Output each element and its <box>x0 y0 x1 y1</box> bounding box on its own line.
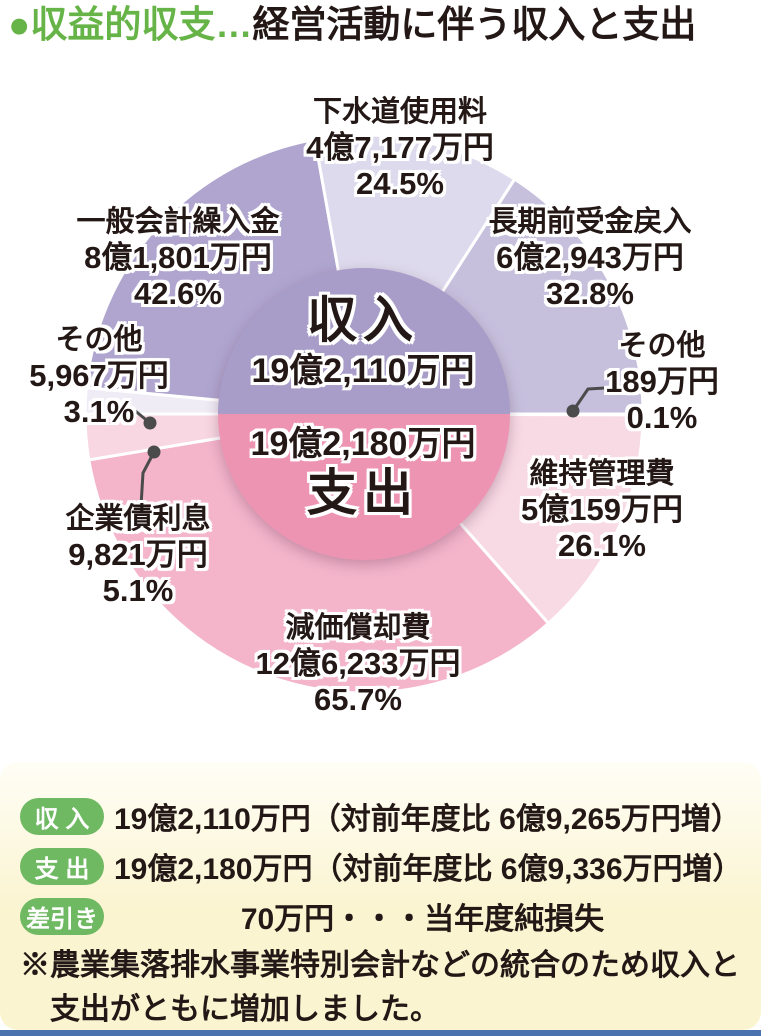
summary-note: ※農業集落排水事業特別会計などの統合のため収入と支出がともに増加しました。 <box>20 949 740 1026</box>
balance-row-text: 70万円・・・当年度純損失 <box>240 903 605 936</box>
segment-amount: 5,967万円 <box>29 357 169 393</box>
segment-percent: 24.5% <box>356 165 444 201</box>
label-long-term-deferred-revenue: 長期前受金戻入 6億2,943万円 32.8% <box>488 206 691 312</box>
income-row-text: 19億2,110万円（対前年度比 6億9,265万円増） <box>114 803 741 836</box>
expense-label: 支出 <box>307 465 419 522</box>
segment-name: その他 <box>55 324 143 356</box>
expense-total: 19億2,180万円 <box>250 424 476 463</box>
segment-amount: 189万円 <box>605 363 719 399</box>
segment-amount: 5億159万円 <box>521 491 683 527</box>
segment-name: 減価償却費 <box>285 612 431 644</box>
segment-amount: 9,821万円 <box>68 536 208 572</box>
label-depreciation-cost: 減価償却費 12億6,233万円 65.7% <box>255 612 460 718</box>
segment-amount: 12億6,233万円 <box>255 645 461 681</box>
segment-percent: 0.1% <box>626 399 698 435</box>
summary-row-balance: 差引き 70万円・・・当年度純損失 <box>20 894 741 938</box>
label-expense-other: その他 189万円 0.1% <box>605 330 719 436</box>
page-title: ●収益的収支…経営活動に伴う収入と支出 <box>8 4 696 47</box>
segment-percent: 3.1% <box>63 393 135 429</box>
expense-row-text: 19億2,180万円（対前年度比 6億9,336万円増） <box>114 853 743 886</box>
summary-row-expense: 支 出 19億2,180万円（対前年度比 6億9,336万円増） <box>20 844 743 888</box>
segment-amount: 8億1,801万円 <box>84 239 272 275</box>
segment-name: 下水道使用料 <box>312 96 488 128</box>
segment-amount: 6億2,943万円 <box>496 239 684 275</box>
expense-badge: 支 出 <box>20 847 104 885</box>
segment-name: 企業債利息 <box>65 503 211 535</box>
bottom-border-bar <box>0 1030 761 1036</box>
label-maintenance-cost: 維持管理費 5億159万円 26.1% <box>521 458 683 564</box>
summary-row-income: 収 入 19億2,110万円（対前年度比 6億9,265万円増） <box>20 794 741 838</box>
label-corporate-bond-interest: 企業債利息 9,821万円 5.1% <box>65 503 210 609</box>
segment-amount: 4億7,177万円 <box>306 129 494 165</box>
balance-badge: 差引き <box>20 897 104 935</box>
segment-percent: 32.8% <box>546 275 634 311</box>
income-expense-pie-chart <box>83 133 645 695</box>
segment-name: 長期前受金戻入 <box>488 206 692 238</box>
income-label: 収入 <box>307 292 419 348</box>
label-general-account-transfer: 一般会計繰入金 8億1,801万円 42.6% <box>76 206 279 312</box>
segment-percent: 65.7% <box>314 681 402 717</box>
segment-name: 一般会計繰入金 <box>76 206 280 238</box>
page-title-highlight: ●収益的収支… <box>8 4 253 45</box>
income-badge: 収 入 <box>20 797 104 835</box>
page-title-rest: 経営活動に伴う収入と支出 <box>252 4 697 45</box>
label-sewerage-usage-fee: 下水道使用料 4億7,177万円 24.5% <box>306 96 494 202</box>
segment-percent: 5.1% <box>102 572 174 608</box>
segment-percent: 26.1% <box>558 527 646 563</box>
label-income-other: その他 5,967万円 3.1% <box>29 324 169 430</box>
segment-name: その他 <box>618 330 706 362</box>
center-totals: 収入 19億2,110万円 19億2,180万円 支出 <box>251 294 476 520</box>
income-total: 19億2,110万円 <box>251 351 475 390</box>
segment-name: 維持管理費 <box>529 458 675 490</box>
summary-box: 収 入 19億2,110万円（対前年度比 6億9,265万円増） 支 出 19億… <box>0 762 761 1030</box>
segment-percent: 42.6% <box>134 275 222 311</box>
